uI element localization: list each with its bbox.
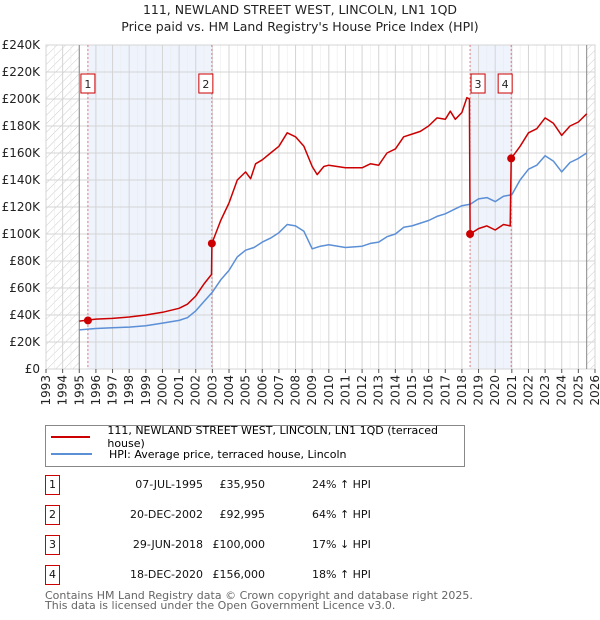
x-tick-label: 2015 (405, 375, 419, 406)
x-tick-label: 2008 (289, 375, 303, 406)
sale-date: 07-JUL-1995 (135, 478, 203, 491)
legend-item-hpi: HPI: Average price, terraced house, Linc… (46, 446, 346, 462)
footer-line-2: This data is licensed under the Open Gov… (45, 599, 396, 612)
x-tick-label: 2003 (205, 375, 219, 406)
sale-point (207, 239, 216, 248)
sale-number-badge: 2 (45, 505, 60, 525)
sale-point (83, 316, 92, 325)
x-tick-label: 2002 (189, 375, 203, 406)
sale-label-border (470, 73, 486, 94)
x-tick-label: 2000 (155, 375, 169, 406)
x-tick-label: 2019 (472, 375, 486, 406)
y-tick-label: £20K (9, 335, 41, 349)
sale-label-box: 4 (497, 73, 513, 94)
x-tick-label: 2017 (438, 375, 452, 406)
sale-label-border (198, 73, 214, 94)
legend-swatch-blue (51, 453, 92, 455)
x-tick-label: 2011 (338, 375, 352, 406)
sale-label-number: 4 (502, 78, 509, 91)
sale-label-box: 2 (198, 73, 214, 94)
x-tick-label: 1999 (139, 375, 153, 406)
sale-row: 4 18-DEC-2020 £156,000 18% ↑ HPI (45, 565, 465, 585)
x-tick-label: 1996 (89, 375, 103, 406)
x-tick-label: 2024 (555, 375, 569, 406)
sale-label-box: 1 (80, 73, 96, 94)
y-tick-label: £0 (25, 362, 40, 376)
sale-row: 2 20-DEC-2002 £92,995 64% ↑ HPI (45, 505, 465, 525)
sale-hpi-diff: 64% ↑ HPI (312, 508, 371, 521)
x-tick-label: 2004 (222, 375, 236, 406)
y-tick-label: £100K (2, 227, 42, 241)
sale-label-number: 3 (475, 78, 482, 91)
x-tick-label: 2021 (505, 375, 519, 406)
x-tick-label: 2009 (305, 375, 319, 406)
sale-label-border (80, 73, 96, 94)
legend: 111, NEWLAND STREET WEST, LINCOLN, LN1 1… (45, 424, 465, 467)
sale-hpi-diff: 24% ↑ HPI (312, 478, 371, 491)
x-tick-label: 2001 (172, 375, 186, 406)
x-tick-label: 1994 (56, 375, 70, 406)
x-tick-label: 2013 (372, 375, 386, 406)
sale-row: 1 07-JUL-1995 £35,950 24% ↑ HPI (45, 475, 465, 495)
footer-line-1: Contains HM Land Registry data © Crown c… (45, 589, 473, 602)
x-tick-label: 2020 (488, 375, 502, 406)
x-tick-label: 2007 (272, 375, 286, 406)
legend-item-property: 111, NEWLAND STREET WEST, LINCOLN, LN1 1… (46, 424, 464, 450)
x-tick-label: 2023 (538, 375, 552, 406)
y-tick-label: £220K (2, 65, 42, 79)
x-tick-label: 2010 (322, 375, 336, 406)
sale-point (507, 154, 516, 163)
sale-price: £92,995 (219, 508, 266, 521)
sale-number-badge: 4 (45, 565, 60, 585)
price-chart: £0 £20K £40K £60K £80K £100K £120K £140K £160K £1… (2, 38, 600, 406)
sale-price: £156,000 (212, 568, 266, 581)
sale-hpi-diff: 17% ↓ HPI (312, 538, 371, 551)
sale-number-badge: 3 (45, 535, 60, 555)
y-tick-label: £80K (9, 254, 41, 268)
y-tick-label: £140K (2, 173, 42, 187)
x-tick-label: 2025 (571, 375, 585, 406)
sale-label-number: 2 (202, 78, 209, 91)
sale-price: £35,950 (219, 478, 266, 491)
sale-label-border (497, 73, 513, 94)
footer: Contains HM Land Registry data © Crown c… (45, 589, 473, 612)
x-tick-label: 2026 (588, 375, 600, 406)
sale-hpi-diff: 18% ↑ HPI (312, 568, 371, 581)
y-tick-label: £120K (2, 200, 42, 214)
chart-title: 111, NEWLAND STREET WEST, LINCOLN, LN1 1… (142, 2, 458, 17)
x-tick-label: 1993 (39, 375, 53, 406)
y-tick-label: £40K (9, 308, 41, 322)
x-tick-label: 2018 (455, 375, 469, 406)
sale-row: 3 29-JUN-2018 £100,000 17% ↓ HPI (45, 535, 465, 555)
x-tick-label: 1998 (122, 375, 136, 406)
sale-date: 20-DEC-2002 (129, 508, 203, 521)
y-tick-label: £200K (2, 92, 42, 106)
x-tick-label: 2014 (388, 375, 402, 406)
x-tick-label: 2012 (355, 375, 369, 406)
x-tick-label: 2006 (255, 375, 269, 406)
sale-number-badge: 1 (45, 475, 60, 495)
legend-swatch-red (51, 436, 91, 438)
sale-label-number: 1 (84, 78, 91, 91)
y-tick-label: £180K (2, 119, 42, 133)
y-tick-label: £60K (9, 281, 41, 295)
x-tick-label: 2016 (422, 375, 436, 406)
legend-label: 111, NEWLAND STREET WEST, LINCOLN, LN1 1… (107, 424, 438, 450)
hpi-line (79, 152, 588, 331)
x-tick-label: 1997 (106, 375, 120, 406)
y-tick-label: £160K (2, 146, 42, 160)
x-tick-label: 2022 (521, 375, 535, 406)
chart-subtitle: Price paid vs. HM Land Registry's House … (121, 19, 479, 34)
sale-label-box: 3 (470, 73, 486, 94)
property-price-line (79, 96, 588, 322)
x-tick-label: 2005 (239, 375, 253, 406)
y-tick-label: £240K (2, 38, 42, 52)
sale-date: 29-JUN-2018 (132, 538, 203, 551)
x-tick-label: 1995 (72, 375, 86, 406)
legend-label: HPI: Average price, terraced house, Linc… (109, 447, 347, 461)
sale-price: £100,000 (212, 538, 266, 551)
sale-point (466, 230, 475, 238)
sale-date: 18-DEC-2020 (129, 568, 203, 581)
